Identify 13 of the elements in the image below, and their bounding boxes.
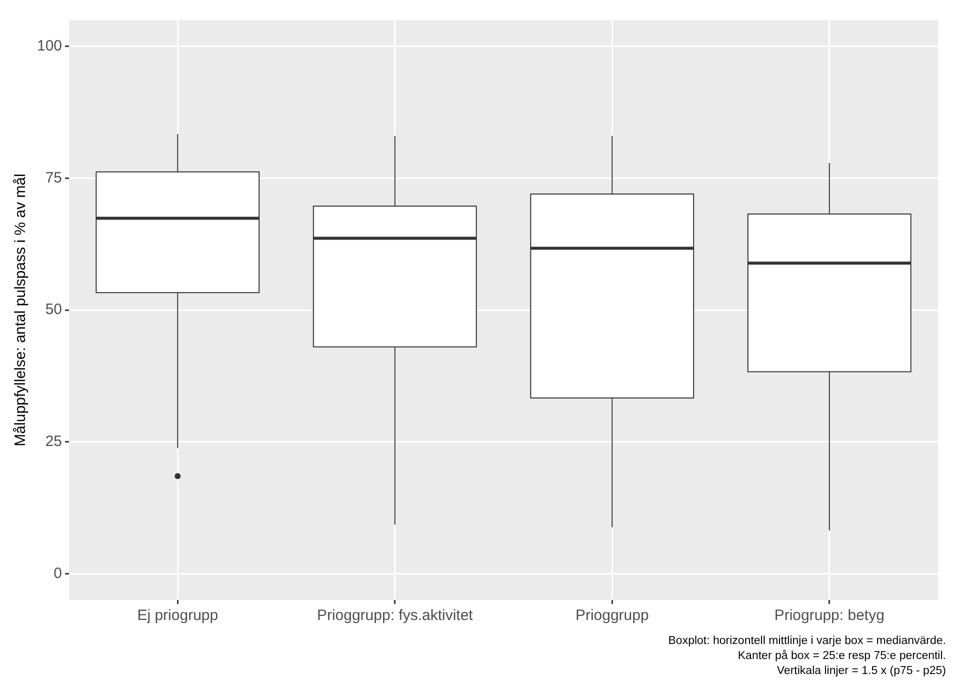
- x-tick-label: Ej priogrupp: [137, 607, 218, 624]
- y-tick-label: 100: [36, 38, 62, 55]
- x-tick-label: Prioggrupp: [575, 607, 649, 624]
- text: Kanter på box = 25:e resp 75:e percentil.: [736, 649, 946, 664]
- x-tick-label: Priogrupp: betyg: [774, 607, 884, 624]
- y-tick-label: 75: [45, 169, 62, 186]
- x-tick-label: Prioggrupp: fys.aktivitet: [316, 607, 474, 624]
- y-axis-title: Måluppfyllelse: antal pulspass i % av mål: [12, 174, 30, 446]
- y-tick-label: 0: [54, 564, 62, 582]
- y-tick-label: 50: [45, 301, 62, 318]
- y-tick-label: 25: [45, 432, 62, 450]
- text: Vertikala linjer = 1.5 x (p75 - p25): [776, 664, 946, 679]
- text: Boxplot: horizontell mittlinje i varje box = medianvärde.: [667, 634, 946, 649]
